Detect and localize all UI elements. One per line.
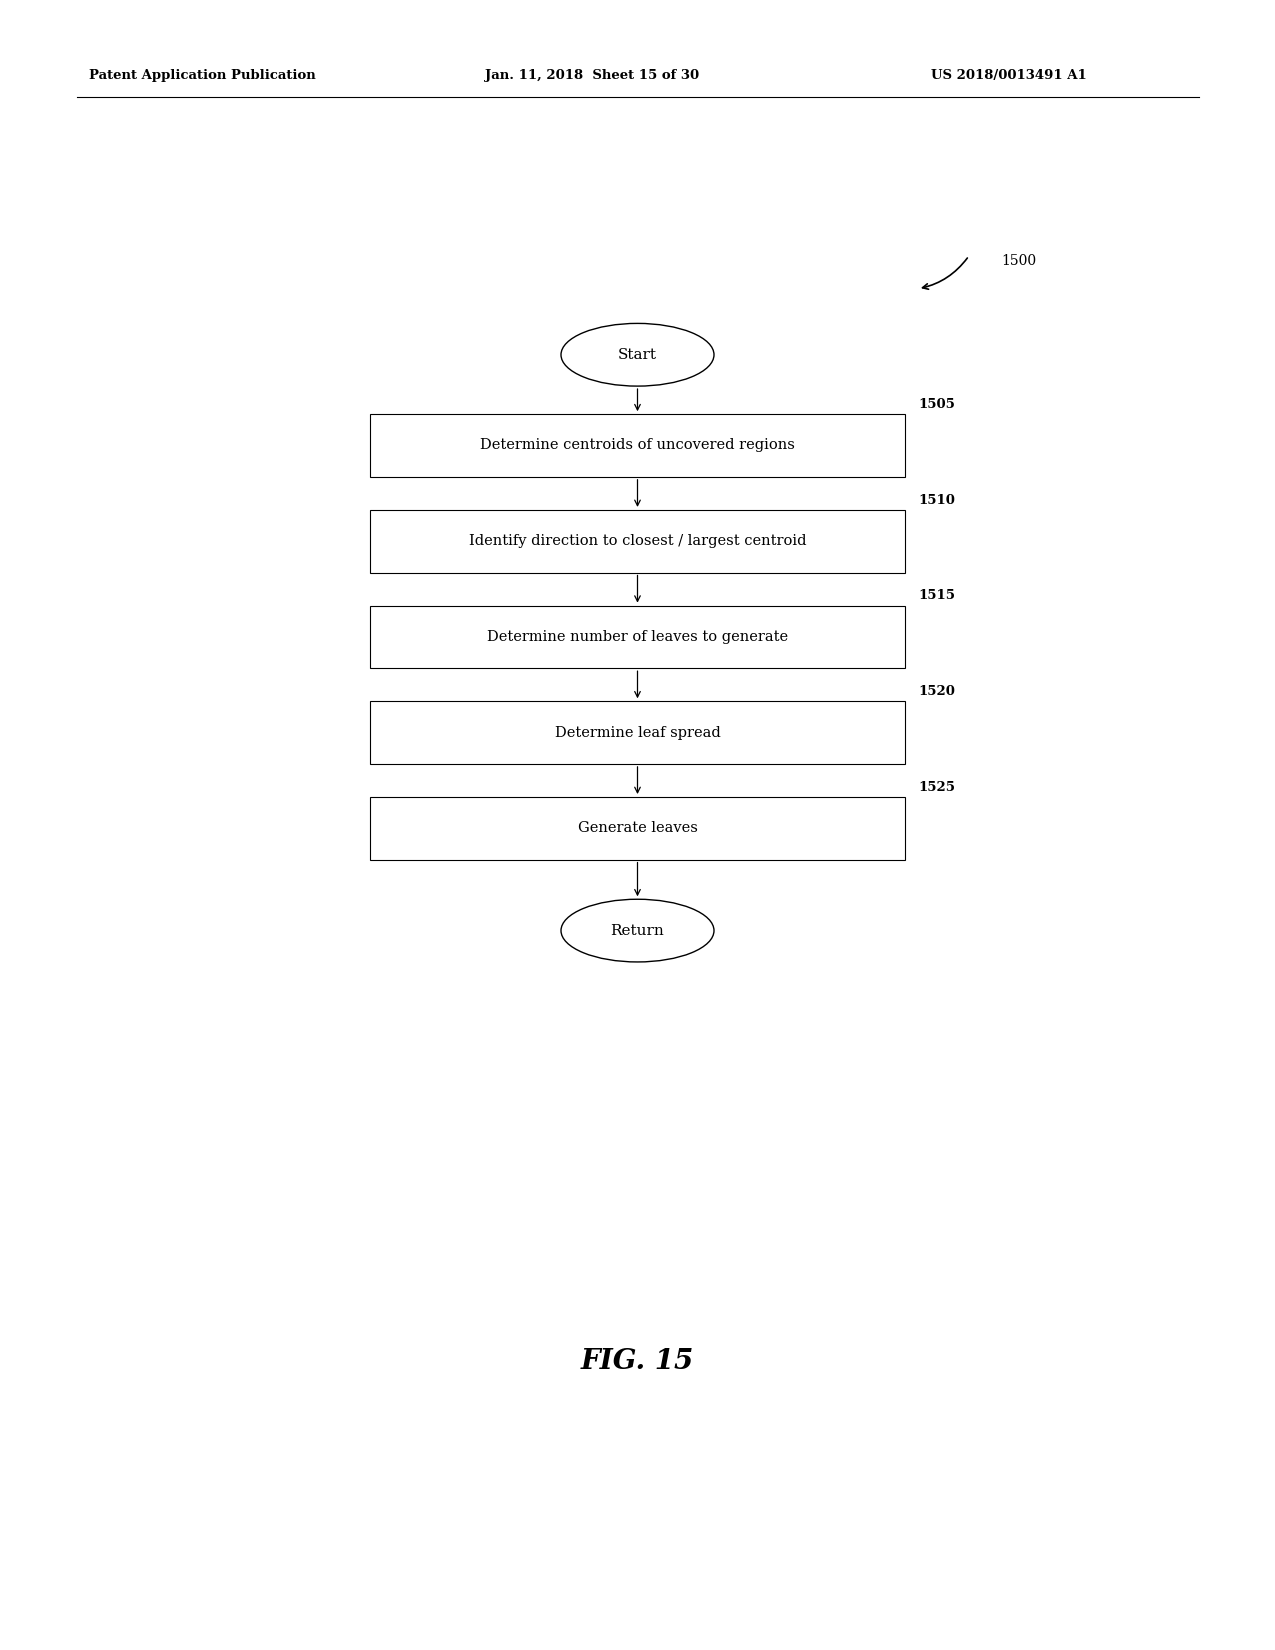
FancyBboxPatch shape (370, 510, 905, 573)
Text: FIG. 15: FIG. 15 (581, 1348, 694, 1374)
Text: Generate leaves: Generate leaves (578, 822, 697, 835)
Text: Identify direction to closest / largest centroid: Identify direction to closest / largest … (469, 535, 806, 548)
Text: Determine leaf spread: Determine leaf spread (555, 726, 720, 739)
FancyBboxPatch shape (370, 414, 905, 477)
Text: 1525: 1525 (918, 780, 955, 794)
FancyBboxPatch shape (370, 701, 905, 764)
Text: 1505: 1505 (918, 398, 955, 411)
FancyBboxPatch shape (370, 797, 905, 860)
Text: 1515: 1515 (918, 589, 955, 602)
Text: US 2018/0013491 A1: US 2018/0013491 A1 (931, 69, 1086, 83)
Text: 1500: 1500 (1001, 254, 1037, 267)
Text: 1520: 1520 (918, 685, 955, 698)
Text: Jan. 11, 2018  Sheet 15 of 30: Jan. 11, 2018 Sheet 15 of 30 (484, 69, 699, 83)
Text: 1510: 1510 (918, 493, 955, 507)
Text: Return: Return (611, 924, 664, 937)
Text: Determine centroids of uncovered regions: Determine centroids of uncovered regions (481, 439, 794, 452)
Text: Determine number of leaves to generate: Determine number of leaves to generate (487, 630, 788, 644)
Text: Start: Start (618, 348, 657, 361)
Text: Patent Application Publication: Patent Application Publication (89, 69, 316, 83)
FancyBboxPatch shape (370, 606, 905, 668)
